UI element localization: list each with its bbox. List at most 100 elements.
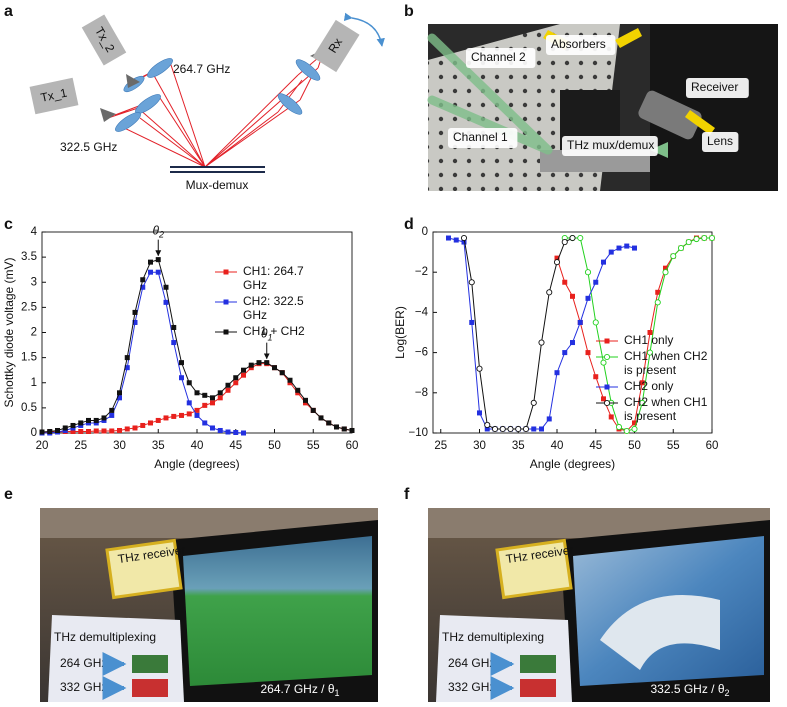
- point: [78, 420, 84, 426]
- point: [562, 279, 568, 285]
- label-box: [702, 132, 739, 152]
- point: [163, 415, 169, 421]
- point: [592, 319, 599, 326]
- point: [202, 420, 208, 426]
- legend-marker: [223, 269, 229, 275]
- point: [453, 237, 459, 243]
- y-tick-label: 4: [31, 226, 38, 238]
- series-line: [463, 237, 573, 430]
- demo-photo: [40, 508, 378, 702]
- point: [302, 397, 308, 403]
- x-tick-label: 45: [589, 440, 602, 452]
- annotation-sub: 2: [158, 230, 164, 240]
- point: [654, 299, 661, 306]
- point: [248, 362, 254, 368]
- panel-letter: a: [4, 3, 13, 20]
- point: [577, 319, 583, 325]
- frequency-label: 322.5 GHz: [60, 140, 117, 154]
- x-axis-label: Angle (degrees): [154, 457, 239, 471]
- point: [163, 299, 169, 305]
- legend-marker: [223, 329, 229, 335]
- point: [109, 407, 115, 413]
- point: [693, 235, 700, 243]
- y-tick-label: −6: [415, 347, 428, 359]
- y-tick-label: 2.5: [21, 301, 37, 313]
- point: [662, 269, 669, 276]
- panel-letter: d: [404, 216, 414, 233]
- legend-line-text: CH2: 322.5: [243, 294, 307, 308]
- legend-label: CH1 only: [624, 333, 673, 347]
- x-tick-label: 55: [307, 440, 320, 452]
- point: [530, 399, 537, 406]
- point: [499, 425, 506, 433]
- point: [225, 429, 231, 435]
- caption-sub: 2: [725, 688, 730, 698]
- y-tick-label: 0: [422, 226, 428, 238]
- chart: 25 30 35 40 45 50 55 60 −10 −8 −6 −4 −2 0 Angle (degre…: [393, 226, 718, 471]
- point: [333, 424, 339, 430]
- point: [631, 425, 638, 433]
- point: [241, 367, 247, 373]
- legend-label: CH1 when CH2 is present: [624, 349, 711, 377]
- point: [148, 259, 154, 265]
- photo-label: Receiver: [691, 80, 738, 94]
- point: [615, 423, 623, 431]
- point: [639, 380, 645, 386]
- x-tick-label: 50: [268, 440, 281, 452]
- point: [117, 427, 123, 433]
- point: [264, 360, 270, 366]
- y-tick-label: 1: [31, 377, 37, 389]
- point: [171, 340, 177, 346]
- point: [670, 253, 677, 260]
- point: [179, 412, 185, 418]
- x-tick-label: 40: [191, 440, 204, 452]
- x-tick-label: 25: [434, 440, 447, 452]
- legend-line-text: is present: [624, 363, 677, 377]
- photo-label: Lens: [707, 134, 733, 148]
- y-tick-label: 0.5: [21, 402, 37, 414]
- point: [608, 414, 614, 420]
- point: [186, 380, 192, 386]
- point: [171, 324, 177, 330]
- point: [600, 259, 606, 265]
- point: [210, 425, 216, 431]
- point: [522, 425, 530, 433]
- y-tick-label: −4: [415, 306, 429, 318]
- point: [326, 420, 332, 426]
- annotation: θ2: [152, 224, 164, 240]
- point: [241, 372, 247, 378]
- point: [538, 339, 545, 346]
- series-line: [41, 259, 353, 433]
- legend-label: CH1 + CH2: [243, 324, 305, 338]
- point: [600, 359, 607, 366]
- point: [194, 390, 200, 396]
- point: [507, 425, 514, 433]
- legend-line-text: CH1: 264.7: [243, 264, 307, 278]
- x-axis-label: Angle (degrees): [530, 457, 615, 471]
- legend-marker: [604, 338, 610, 344]
- point: [210, 400, 216, 406]
- point: [202, 392, 208, 398]
- x-tick-label: 35: [512, 440, 525, 452]
- point: [132, 425, 138, 431]
- point: [62, 425, 68, 431]
- legend-line-text: GHz: [243, 308, 267, 322]
- point: [318, 415, 324, 421]
- point: [217, 390, 223, 396]
- point: [109, 412, 115, 418]
- y-tick-label: 0: [31, 427, 37, 439]
- point: [124, 355, 130, 361]
- photo-label: Channel 2: [471, 50, 526, 64]
- point: [476, 410, 482, 416]
- point: [148, 420, 154, 426]
- point: [140, 422, 146, 428]
- point: [616, 245, 622, 251]
- point: [54, 427, 60, 433]
- point: [163, 284, 169, 290]
- point: [584, 269, 592, 276]
- photo-label: Channel 1: [453, 130, 508, 144]
- point: [86, 417, 92, 423]
- point: [171, 413, 177, 419]
- legend-line-text: CH2 when CH1: [624, 395, 711, 409]
